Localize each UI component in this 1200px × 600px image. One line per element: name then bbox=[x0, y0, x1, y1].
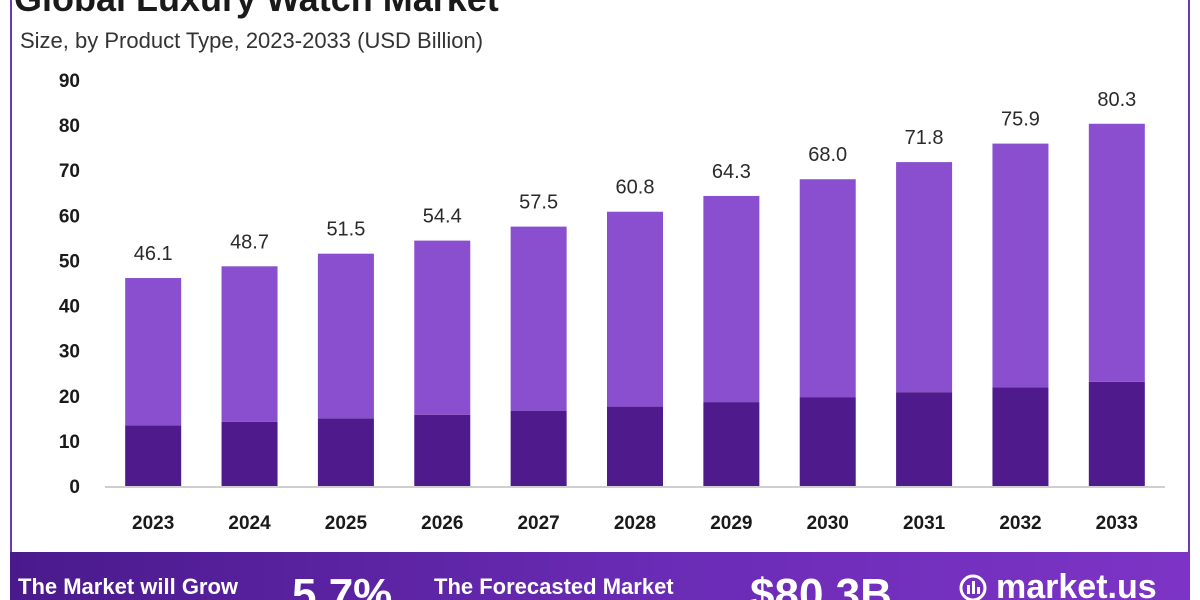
brand-logo: market.us bbox=[958, 568, 1157, 600]
bar-segment-top bbox=[414, 240, 471, 415]
x-tick-label: 2029 bbox=[710, 513, 752, 534]
bar-value-label: 46.1 bbox=[134, 243, 173, 265]
y-tick-label: 20 bbox=[59, 387, 80, 408]
bar-segment-top bbox=[1088, 123, 1145, 382]
bar-segment-bottom bbox=[414, 414, 471, 486]
x-tick-label: 2033 bbox=[1096, 513, 1138, 534]
bar-value-label: 60.8 bbox=[616, 177, 655, 199]
footer-cagr-value: 5.7% bbox=[292, 570, 393, 600]
bar-segment-top bbox=[896, 162, 953, 393]
bar-segment-bottom bbox=[510, 410, 567, 486]
bar-segment-bottom bbox=[317, 418, 374, 486]
x-tick-label: 2031 bbox=[903, 513, 946, 534]
y-tick-label: 10 bbox=[59, 432, 80, 453]
y-tick-label: 90 bbox=[59, 71, 80, 92]
x-tick-label: 2025 bbox=[325, 513, 368, 534]
y-tick-label: 40 bbox=[59, 297, 80, 318]
bar-value-label: 51.5 bbox=[326, 219, 365, 241]
x-tick-label: 2027 bbox=[517, 513, 559, 534]
bar-segment-bottom bbox=[703, 402, 760, 486]
bar-segment-top bbox=[510, 226, 567, 411]
bar-segment-top bbox=[992, 143, 1049, 388]
bar-value-label: 54.4 bbox=[423, 206, 462, 228]
y-tick-label: 80 bbox=[59, 116, 80, 137]
y-tick-label: 60 bbox=[59, 206, 80, 227]
footer-banner: The Market will Grow 5.7% The Forecasted… bbox=[10, 552, 1190, 600]
chart-title: Global Luxury Watch Market bbox=[14, 0, 499, 20]
footer-forecast-value: $80.3B bbox=[750, 570, 892, 600]
footer-forecast-text: The Forecasted Market bbox=[434, 574, 674, 599]
bar-segment-bottom bbox=[607, 406, 663, 486]
bar-chart: 010203040506070809046.1202348.7202451.52… bbox=[59, 71, 1165, 534]
bar-segment-top bbox=[221, 266, 278, 422]
frame-right-border bbox=[1188, 0, 1190, 552]
y-tick-label: 70 bbox=[59, 161, 80, 182]
y-tick-label: 50 bbox=[59, 251, 80, 272]
bar-segment-bottom bbox=[992, 387, 1049, 486]
bar-segment-top bbox=[125, 278, 182, 426]
x-tick-label: 2032 bbox=[999, 513, 1041, 534]
x-tick-label: 2023 bbox=[132, 513, 174, 534]
bar-value-label: 71.8 bbox=[905, 127, 944, 149]
brand-name: market.us bbox=[996, 568, 1157, 600]
bar-segment-bottom bbox=[799, 397, 856, 486]
bar-value-label: 75.9 bbox=[1001, 109, 1040, 131]
x-tick-label: 2030 bbox=[807, 513, 849, 534]
bar-segment-top bbox=[703, 195, 760, 403]
footer-grow-text: The Market will Grow bbox=[18, 574, 239, 599]
y-tick-label: 30 bbox=[59, 342, 80, 363]
bar-segment-bottom bbox=[221, 421, 278, 486]
bar-segment-bottom bbox=[125, 425, 182, 486]
bar-value-label: 48.7 bbox=[230, 231, 269, 253]
bar-value-label: 80.3 bbox=[1097, 89, 1136, 111]
bar-value-label: 68.0 bbox=[808, 144, 847, 166]
y-tick-label: 0 bbox=[69, 477, 80, 498]
bar-segment-top bbox=[317, 253, 374, 419]
chart-subtitle: Size, by Product Type, 2023-2033 (USD Bi… bbox=[20, 28, 484, 53]
bar-segment-top bbox=[799, 179, 856, 398]
bar-segment-bottom bbox=[896, 392, 953, 486]
x-tick-label: 2026 bbox=[421, 513, 463, 534]
brand-logo-icon bbox=[959, 574, 987, 600]
x-tick-label: 2024 bbox=[228, 513, 271, 534]
bar-value-label: 64.3 bbox=[712, 161, 751, 183]
x-tick-label: 2028 bbox=[614, 513, 656, 534]
bar-value-label: 57.5 bbox=[519, 192, 558, 214]
frame-left-border bbox=[10, 0, 12, 552]
bar-segment-bottom bbox=[1088, 381, 1145, 486]
bar-segment-top bbox=[607, 211, 663, 407]
